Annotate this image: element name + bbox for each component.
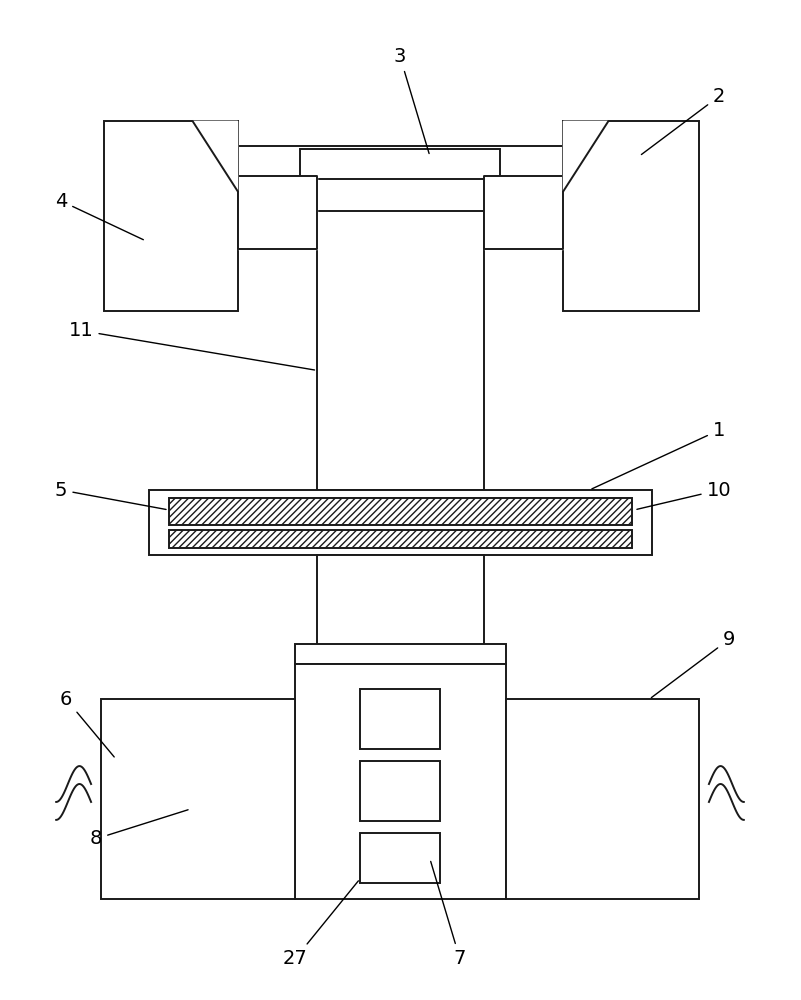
Polygon shape	[193, 121, 238, 191]
Bar	[169, 498, 632, 525]
Text: 5: 5	[55, 481, 166, 509]
Bar	[104, 121, 238, 311]
Text: 1: 1	[592, 421, 725, 489]
Text: 27: 27	[283, 881, 358, 968]
Bar	[238, 146, 563, 214]
Text: 8: 8	[90, 810, 188, 848]
Text: 4: 4	[55, 192, 143, 240]
Text: 7: 7	[431, 861, 466, 968]
Bar	[101, 699, 296, 899]
Bar	[360, 689, 440, 749]
Bar	[317, 555, 484, 649]
Text: 6: 6	[60, 690, 115, 757]
Text: 2: 2	[642, 87, 725, 155]
Bar	[563, 121, 699, 311]
Bar	[296, 644, 505, 664]
Bar	[169, 530, 632, 548]
Polygon shape	[563, 121, 608, 191]
Bar	[360, 761, 440, 821]
Bar	[317, 211, 484, 490]
Text: 9: 9	[651, 630, 735, 698]
Bar	[505, 699, 699, 899]
Bar	[149, 490, 652, 555]
Bar	[238, 176, 563, 186]
Bar	[296, 664, 505, 899]
Bar	[360, 833, 440, 883]
Text: 11: 11	[69, 321, 315, 370]
Bar	[300, 149, 500, 179]
Text: 10: 10	[637, 481, 731, 509]
Text: 3: 3	[394, 47, 429, 154]
Polygon shape	[238, 176, 317, 249]
Polygon shape	[484, 176, 563, 249]
